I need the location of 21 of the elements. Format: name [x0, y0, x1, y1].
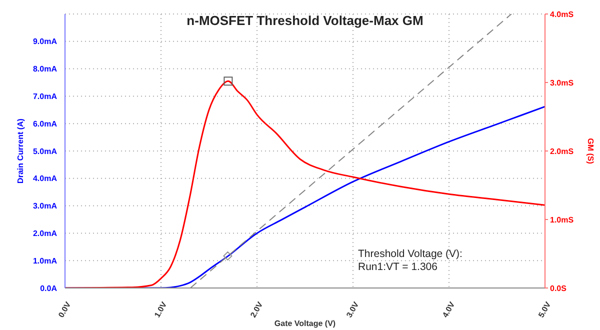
y2-tick-label: 4.0mS [550, 10, 574, 19]
y-tick-label: 8.0mA [32, 64, 58, 74]
y-tick-label: 0.0A [40, 284, 58, 293]
annotation: Threshold Voltage (V): [358, 248, 462, 261]
y-tick-label: 4.0mA [32, 174, 58, 184]
y-tick-label: 9.0mA [32, 37, 58, 46]
y-axis-title: Drain Current (A) [16, 118, 25, 184]
y2-tick-label: 0.0S [550, 284, 568, 293]
y-tick-label: 6.0mA [32, 119, 58, 128]
y2-tick-label: 1.0mS [550, 215, 574, 224]
y-tick-label: 5.0mA [32, 146, 58, 156]
y-tick-label: 2.0mA [32, 229, 58, 238]
y-tick-label: 1.0mA [32, 256, 58, 266]
x-axis-title: Gate Voltage (V) [274, 319, 336, 328]
y2-axis-title: GM (S) [586, 138, 596, 164]
annotation: Run1:VT = 1.306 [358, 261, 438, 274]
y-tick-label: 7.0mA [32, 92, 58, 102]
y2-tick-label: 3.0mS [550, 78, 574, 88]
y-tick-label: 3.0mA [32, 202, 58, 211]
y2-tick-label: 2.0mS [550, 146, 574, 156]
chart-title: n-MOSFET Threshold Voltage-Max GM [186, 13, 424, 28]
